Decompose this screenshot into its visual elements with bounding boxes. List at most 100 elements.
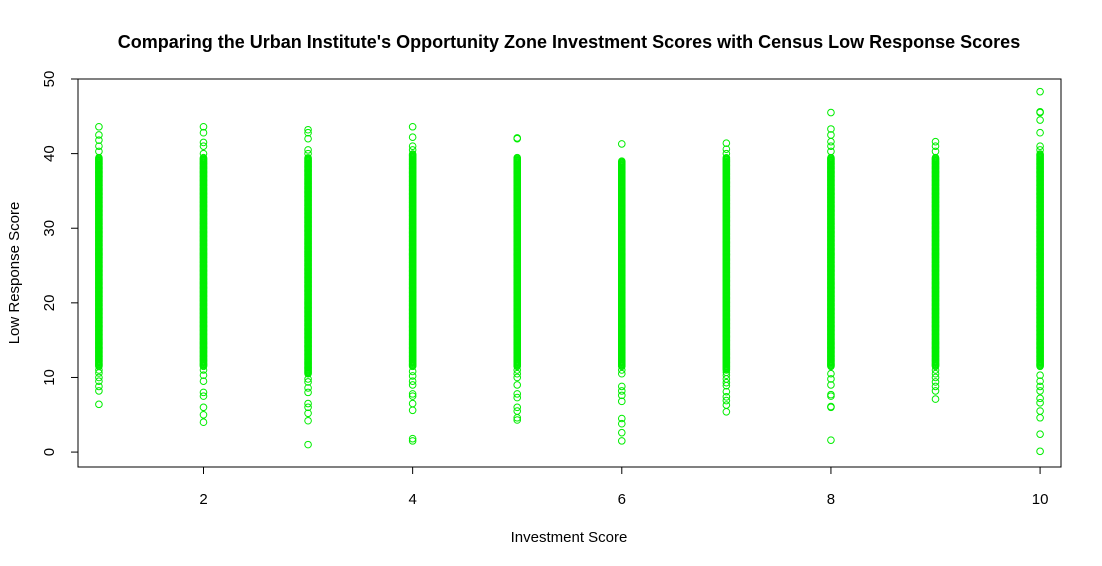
data-point bbox=[408, 367, 417, 376]
plot-frame bbox=[77, 78, 1062, 468]
data-point bbox=[95, 369, 103, 377]
data-point bbox=[513, 134, 522, 142]
y-tick-label: 40 bbox=[41, 145, 58, 162]
data-point bbox=[1036, 407, 1044, 415]
data-point bbox=[408, 150, 417, 158]
data-point bbox=[199, 366, 208, 374]
data-point bbox=[827, 137, 835, 146]
data-point bbox=[1036, 394, 1044, 403]
data-point bbox=[408, 390, 417, 398]
y-tick-label: 10 bbox=[41, 369, 58, 386]
data-point bbox=[722, 387, 731, 396]
x-axis-label: Investment Score bbox=[511, 529, 628, 546]
x-tick-label: 2 bbox=[199, 491, 207, 508]
data-point bbox=[513, 416, 522, 424]
data-point bbox=[95, 366, 103, 374]
data-point bbox=[513, 403, 522, 412]
x-tick-label: 8 bbox=[827, 491, 835, 508]
data-point bbox=[722, 149, 731, 158]
data-point bbox=[304, 149, 312, 158]
data-point bbox=[304, 375, 312, 383]
data-point bbox=[1036, 371, 1044, 380]
y-tick-label: 30 bbox=[41, 220, 58, 237]
data-point bbox=[827, 392, 835, 400]
data-point bbox=[931, 382, 940, 391]
y-axis: 0 10 20 30 40 50 bbox=[41, 71, 78, 456]
data-point bbox=[931, 395, 940, 403]
data-point bbox=[304, 146, 312, 154]
data-point bbox=[827, 375, 835, 383]
data-point bbox=[304, 440, 312, 449]
x-tick-label: 6 bbox=[618, 491, 626, 508]
x-tick-label: 4 bbox=[408, 491, 416, 508]
data-point bbox=[931, 369, 940, 378]
data-point bbox=[513, 381, 522, 389]
data-point bbox=[304, 409, 312, 418]
data-point bbox=[408, 406, 417, 415]
data-point bbox=[304, 134, 312, 143]
data-point bbox=[617, 391, 626, 400]
data-point bbox=[304, 128, 312, 137]
data-point bbox=[722, 145, 731, 153]
data-point bbox=[1036, 150, 1044, 158]
data-point bbox=[408, 437, 417, 445]
data-point bbox=[513, 407, 522, 415]
data-point bbox=[199, 149, 208, 158]
data-point bbox=[931, 366, 940, 374]
data-point bbox=[95, 131, 103, 139]
data-point bbox=[513, 390, 522, 398]
data-point bbox=[617, 428, 626, 437]
data-point bbox=[1036, 128, 1044, 137]
data-point bbox=[827, 402, 835, 411]
data-point bbox=[1036, 108, 1044, 116]
data-point bbox=[408, 434, 417, 443]
data-point bbox=[1036, 430, 1044, 438]
data-point bbox=[1036, 387, 1044, 395]
data-point bbox=[827, 108, 835, 117]
data-point bbox=[827, 369, 835, 378]
data-point bbox=[931, 378, 940, 386]
data-point bbox=[408, 122, 417, 131]
data-point bbox=[513, 369, 522, 378]
data-point bbox=[95, 122, 103, 131]
data-point bbox=[304, 384, 312, 392]
data-point bbox=[199, 403, 208, 412]
data-point bbox=[827, 436, 835, 444]
y-tick-label: 50 bbox=[41, 71, 58, 88]
data-point bbox=[199, 410, 208, 419]
data-point bbox=[95, 382, 103, 391]
data-point bbox=[199, 122, 208, 131]
data-point bbox=[931, 373, 940, 382]
chart-title: Comparing the Urban Institute's Opportun… bbox=[118, 32, 1020, 52]
data-point bbox=[722, 396, 731, 405]
data-point bbox=[827, 147, 835, 156]
data-point bbox=[95, 373, 103, 382]
data-point bbox=[931, 387, 940, 395]
data-point bbox=[304, 388, 312, 397]
data-point bbox=[199, 392, 208, 400]
data-point bbox=[95, 136, 103, 144]
data-point bbox=[617, 437, 626, 445]
data-point bbox=[1036, 399, 1044, 407]
data-point bbox=[408, 372, 417, 380]
data-point bbox=[722, 401, 731, 409]
data-point bbox=[827, 390, 835, 399]
data-point bbox=[617, 157, 626, 166]
data-point bbox=[408, 399, 417, 408]
data-point bbox=[408, 146, 417, 154]
data-point bbox=[722, 407, 731, 416]
data-point bbox=[199, 142, 208, 150]
data-point bbox=[1036, 377, 1044, 385]
data-point bbox=[827, 381, 835, 389]
data-point bbox=[722, 139, 731, 147]
data-points bbox=[95, 87, 1044, 456]
data-point bbox=[617, 419, 626, 428]
data-point bbox=[617, 414, 626, 423]
data-point bbox=[827, 142, 835, 150]
data-point bbox=[95, 377, 103, 385]
data-point bbox=[408, 377, 417, 385]
data-point bbox=[827, 125, 835, 133]
data-point bbox=[199, 128, 208, 137]
data-point bbox=[931, 147, 940, 156]
